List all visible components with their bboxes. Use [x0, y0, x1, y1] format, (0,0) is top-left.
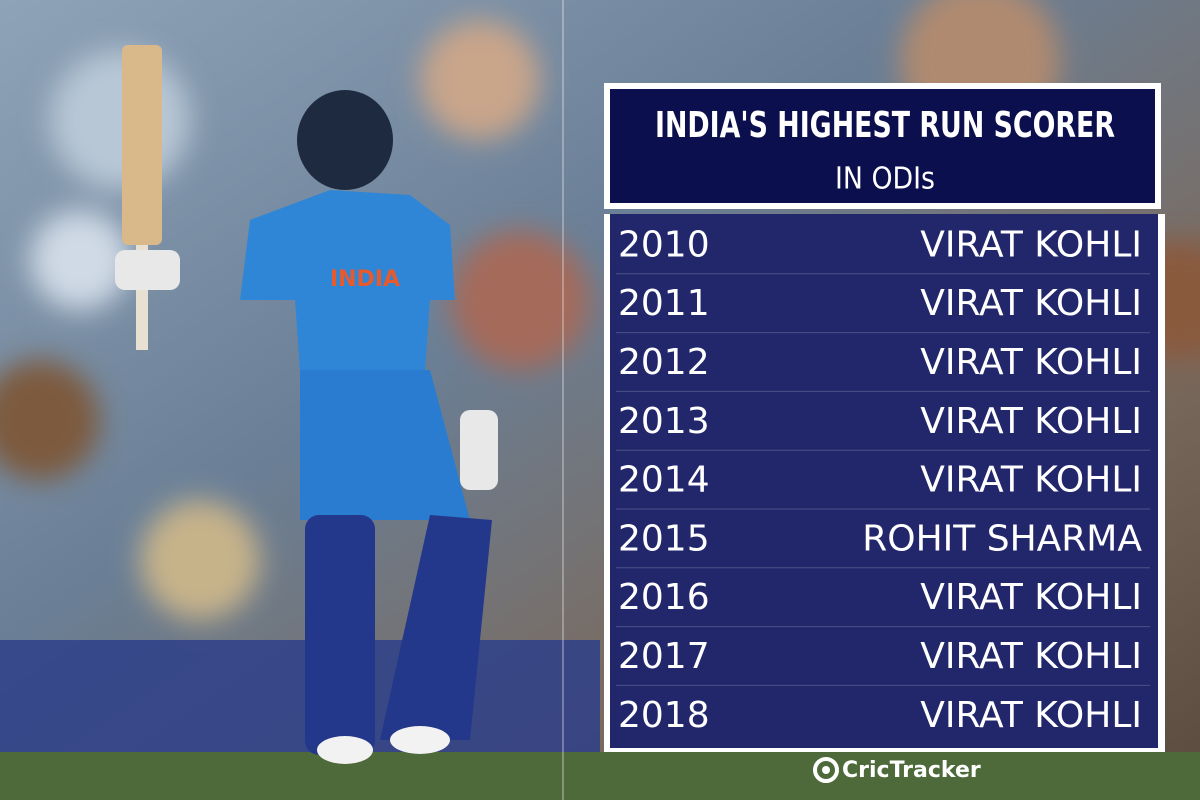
grass: [0, 752, 1200, 800]
year: 2012: [618, 342, 710, 383]
header-title: INDIA'S HIGHEST RUN SCORER: [655, 105, 1115, 146]
year: 2014: [618, 460, 710, 501]
player-name: VIRAT KOHLI: [920, 224, 1142, 265]
brand-logo-dot: [822, 766, 830, 774]
jersey-print: INDIA: [330, 267, 400, 292]
year: 2011: [618, 283, 710, 324]
advert-board: [0, 640, 600, 755]
year: 2016: [618, 577, 710, 618]
player-illustration: INDIA: [115, 45, 498, 764]
player-name: ROHIT SHARMA: [862, 518, 1142, 559]
player-name: VIRAT KOHLI: [920, 695, 1142, 736]
year: 2013: [618, 401, 710, 442]
header-box: [610, 89, 1155, 203]
brand-logo: [813, 757, 839, 783]
player-name: VIRAT KOHLI: [920, 342, 1142, 383]
brand-name: CricTracker: [842, 758, 981, 783]
table-rows: 2010 VIRAT KOHLI 2011 VIRAT KOHLI 2012 VIRAT …: [616, 224, 1150, 736]
year: 2015: [618, 518, 710, 559]
year: 2018: [618, 695, 710, 736]
table-panel: [610, 214, 1158, 748]
player-name: VIRAT KOHLI: [920, 577, 1142, 618]
year: 2010: [618, 224, 710, 265]
year: 2017: [618, 636, 710, 677]
player-name: VIRAT KOHLI: [920, 283, 1142, 324]
player-name: VIRAT KOHLI: [920, 636, 1142, 677]
player-name: VIRAT KOHLI: [920, 460, 1142, 501]
player-name: VIRAT KOHLI: [920, 401, 1142, 442]
header-subtitle: IN ODIs: [835, 162, 935, 197]
